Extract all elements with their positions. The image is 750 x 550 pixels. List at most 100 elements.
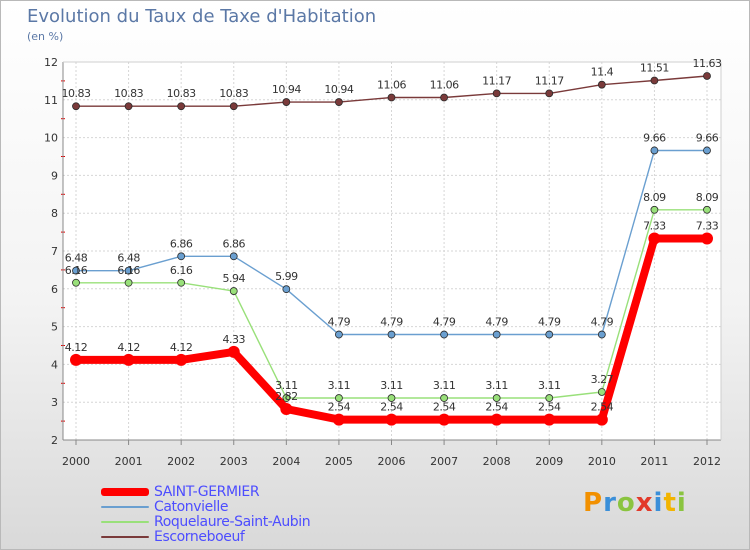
data-label: 11.17 xyxy=(482,74,511,87)
data-point xyxy=(703,72,711,80)
data-point xyxy=(332,413,345,426)
y-tick-label: 7 xyxy=(51,245,58,258)
logo-letter: i xyxy=(676,488,687,518)
data-label: 6.48 xyxy=(117,252,140,265)
data-label: 11.63 xyxy=(693,57,722,70)
data-point xyxy=(387,93,396,102)
data-point xyxy=(597,388,606,396)
data-point xyxy=(72,278,80,287)
logo-letter: x xyxy=(635,488,654,518)
legend-label: Roquelaure-Saint-Aubin xyxy=(154,514,311,530)
y-tick-label: 11 xyxy=(44,94,58,107)
data-point xyxy=(229,102,238,111)
data-label: 4.79 xyxy=(591,316,614,329)
data-point xyxy=(177,278,186,287)
data-label: 2.54 xyxy=(328,401,351,414)
data-label: 6.16 xyxy=(65,264,88,277)
data-point xyxy=(492,330,501,339)
data-label: 11.06 xyxy=(377,79,406,92)
data-point xyxy=(387,394,396,402)
data-label: 4.79 xyxy=(380,316,403,329)
data-point xyxy=(703,146,711,155)
data-point xyxy=(492,89,501,98)
data-point xyxy=(545,89,554,98)
data-point xyxy=(545,394,554,402)
x-tick-label: 2012 xyxy=(693,455,721,468)
legend-item: Roquelaure-Saint-Aubin xyxy=(101,514,361,530)
data-label: 7.33 xyxy=(643,220,666,233)
data-label: 6.86 xyxy=(170,237,193,250)
data-label: 3.11 xyxy=(485,379,508,392)
data-point xyxy=(282,394,291,402)
chart-unit: (en %) xyxy=(27,30,64,43)
data-point xyxy=(177,102,186,111)
legend-swatch xyxy=(101,506,149,508)
data-point xyxy=(122,353,135,366)
data-point xyxy=(227,345,240,358)
x-tick-label: 2005 xyxy=(325,455,353,468)
x-tick-label: 2002 xyxy=(167,455,195,468)
data-label: 11.4 xyxy=(591,66,614,79)
data-point xyxy=(70,353,82,366)
y-tick-label: 9 xyxy=(51,169,58,182)
data-label: 9.66 xyxy=(643,131,666,144)
y-tick-label: 8 xyxy=(51,207,58,220)
data-label: 4.79 xyxy=(485,316,508,329)
data-point xyxy=(595,413,608,426)
data-point xyxy=(543,413,556,426)
data-point xyxy=(597,80,606,89)
data-label: 4.33 xyxy=(223,333,246,346)
data-point xyxy=(648,232,661,245)
data-label: 11.51 xyxy=(640,62,669,75)
data-label: 5.94 xyxy=(223,272,246,285)
data-point xyxy=(229,287,238,295)
data-point xyxy=(282,285,291,294)
data-point xyxy=(280,403,293,416)
data-point xyxy=(387,330,396,339)
data-point xyxy=(440,330,448,339)
data-label: 10.94 xyxy=(272,83,301,96)
data-point xyxy=(703,205,711,214)
legend-label: SAINT-GERMIER xyxy=(154,484,260,500)
y-tick-label: 2 xyxy=(51,434,58,447)
x-tick-label: 2000 xyxy=(62,455,90,468)
data-label: 2.54 xyxy=(433,401,456,414)
data-point xyxy=(440,93,448,102)
data-label: 10.83 xyxy=(114,87,143,100)
legend-swatch xyxy=(101,536,149,538)
legend-swatch xyxy=(101,488,149,496)
data-point xyxy=(72,266,80,275)
x-tick-label: 2008 xyxy=(483,455,511,468)
data-point xyxy=(124,102,133,111)
data-label: 4.12 xyxy=(170,341,193,354)
x-tick-label: 2007 xyxy=(430,455,458,468)
data-point xyxy=(701,232,713,245)
x-tick-label: 2003 xyxy=(220,455,248,468)
data-label: 3.11 xyxy=(328,379,351,392)
logo-letter: o xyxy=(616,488,636,518)
y-tick-label: 6 xyxy=(51,283,58,296)
legend-item: Catonvielle xyxy=(101,499,361,515)
legend-item: Escorneboeuf xyxy=(101,529,361,545)
data-point xyxy=(490,413,503,426)
data-label: 10.83 xyxy=(219,87,248,100)
data-point xyxy=(124,278,133,287)
y-tick-label: 12 xyxy=(44,56,58,69)
data-point xyxy=(650,146,659,155)
data-point xyxy=(282,98,291,106)
data-label: 4.12 xyxy=(117,341,140,354)
data-label: 4.79 xyxy=(328,316,351,329)
x-tick-label: 2011 xyxy=(640,455,668,468)
data-point xyxy=(229,252,238,261)
data-point xyxy=(335,394,343,402)
x-tick-label: 2004 xyxy=(272,455,300,468)
data-label: 2.54 xyxy=(591,401,614,414)
logo-letter: P xyxy=(583,488,604,518)
data-point xyxy=(124,266,133,275)
data-label: 2.54 xyxy=(538,401,561,414)
legend-swatch xyxy=(101,521,149,523)
data-label: 10.83 xyxy=(62,87,91,100)
y-tick-label: 10 xyxy=(44,132,58,145)
